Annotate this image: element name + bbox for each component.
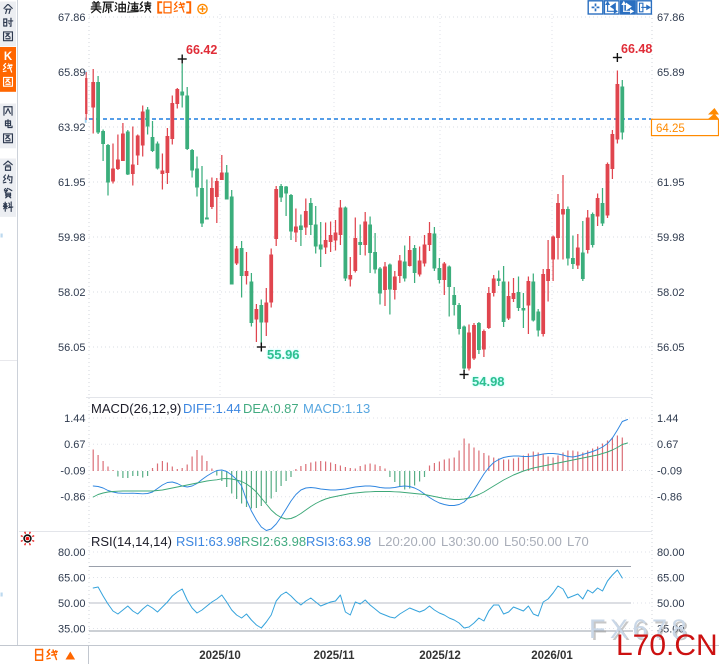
- svg-text:RSI2:63.98: RSI2:63.98: [241, 534, 306, 549]
- svg-text:65.89: 65.89: [657, 67, 685, 79]
- svg-text:80.00: 80.00: [58, 547, 86, 559]
- svg-text:2025/10: 2025/10: [199, 650, 241, 662]
- svg-text:L30:30.00: L30:30.00: [441, 534, 499, 549]
- svg-text:0.67: 0.67: [64, 439, 85, 451]
- svg-text:58.02: 58.02: [58, 287, 86, 299]
- svg-text:RSI1:63.98: RSI1:63.98: [176, 534, 241, 549]
- svg-text:0.67: 0.67: [657, 439, 678, 451]
- svg-text:K: K: [4, 51, 13, 63]
- svg-text:61.95: 61.95: [58, 177, 86, 189]
- svg-text:L70: L70: [567, 534, 589, 549]
- svg-text:1.44: 1.44: [64, 413, 85, 425]
- svg-text:55.96: 55.96: [267, 347, 300, 362]
- svg-text:59.98: 59.98: [58, 232, 86, 244]
- svg-text:50.00: 50.00: [657, 598, 685, 610]
- svg-text:64.25: 64.25: [656, 123, 685, 135]
- svg-text:35.00: 35.00: [657, 624, 685, 636]
- svg-text:66.48: 66.48: [621, 42, 652, 56]
- svg-text:63.92: 63.92: [58, 122, 86, 134]
- svg-text:56.05: 56.05: [657, 342, 685, 354]
- svg-text:L20:20.00: L20:20.00: [378, 534, 436, 549]
- svg-text:MACD:1.13: MACD:1.13: [303, 401, 370, 416]
- svg-text:65.00: 65.00: [58, 573, 86, 585]
- svg-text:58.02: 58.02: [657, 287, 685, 299]
- svg-text:RSI(14,14,14): RSI(14,14,14): [91, 534, 172, 549]
- svg-text:MACD(26,12,9): MACD(26,12,9): [91, 401, 181, 416]
- svg-text:FX678: FX678: [589, 614, 691, 644]
- svg-text:-0.09: -0.09: [60, 466, 85, 478]
- svg-text:65.00: 65.00: [657, 573, 685, 585]
- svg-text:2025/11: 2025/11: [314, 650, 356, 662]
- svg-text:35.00: 35.00: [58, 624, 86, 636]
- svg-text:59.98: 59.98: [657, 232, 685, 244]
- svg-text:67.86: 67.86: [657, 12, 685, 24]
- svg-text:FX678: FX678: [591, 616, 693, 646]
- svg-text:1.44: 1.44: [657, 413, 678, 425]
- svg-text:-0.86: -0.86: [657, 492, 682, 504]
- svg-text:50.00: 50.00: [58, 598, 86, 610]
- svg-text:L50:50.00: L50:50.00: [504, 534, 562, 549]
- svg-text:80.00: 80.00: [657, 547, 685, 559]
- svg-text:RSI3:63.98: RSI3:63.98: [306, 534, 371, 549]
- svg-text:-0.09: -0.09: [657, 466, 682, 478]
- svg-text:61.95: 61.95: [657, 177, 685, 189]
- svg-text:56.05: 56.05: [58, 342, 86, 354]
- svg-text:66.42: 66.42: [186, 43, 217, 57]
- svg-text:-0.86: -0.86: [60, 492, 85, 504]
- svg-text:L70.CN: L70.CN: [616, 629, 718, 662]
- svg-text:67.86: 67.86: [58, 12, 86, 24]
- svg-text:2026/01: 2026/01: [531, 650, 573, 662]
- svg-text:54.98: 54.98: [472, 374, 505, 389]
- svg-text:DIFF:1.44: DIFF:1.44: [183, 401, 241, 416]
- svg-text:65.89: 65.89: [58, 67, 86, 79]
- svg-text:2025/12: 2025/12: [419, 650, 461, 662]
- svg-text:DEA:0.87: DEA:0.87: [243, 401, 299, 416]
